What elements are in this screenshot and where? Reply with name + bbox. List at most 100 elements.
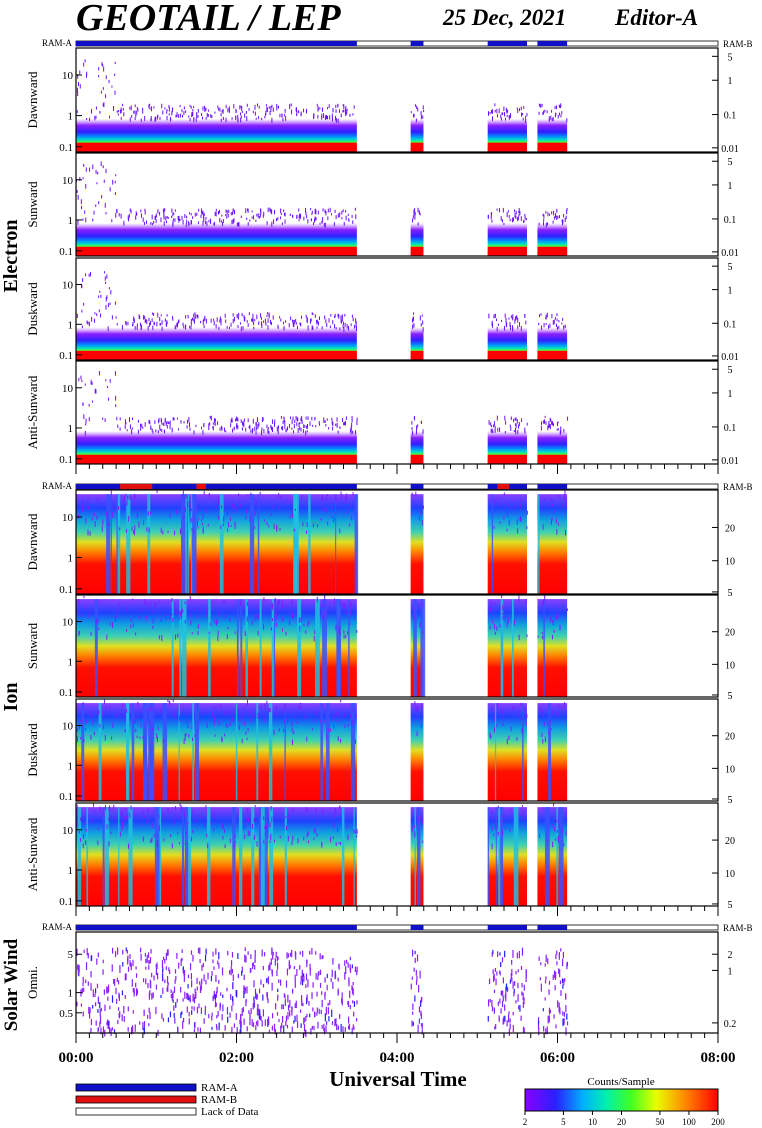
- spectrogram-speckle: [525, 970, 527, 978]
- panel-label: Omni.: [25, 966, 40, 999]
- spectrogram-speckle: [557, 115, 559, 119]
- spectrogram-speckle: [211, 1012, 213, 1017]
- spectrogram-band: [410, 703, 424, 801]
- panel-frame: [75, 257, 719, 361]
- spectrogram-speckle: [244, 721, 246, 726]
- spectrogram-speckle: [248, 1010, 250, 1014]
- spectrogram-speckle: [147, 807, 149, 812]
- spectrogram-speckle: [164, 505, 166, 509]
- spectrogram-speckle: [86, 117, 88, 121]
- spectrogram-speckle: [296, 969, 298, 976]
- spectrogram-column: [498, 807, 501, 906]
- spectrogram-speckle: [178, 962, 180, 969]
- spectrogram-speckle: [558, 495, 560, 498]
- mode-bar-segment: [410, 41, 424, 46]
- spectrogram-speckle: [495, 978, 497, 986]
- spectrogram-speckle: [197, 221, 199, 224]
- spectrogram-speckle: [140, 325, 142, 331]
- spectrogram-speckle: [412, 1021, 414, 1026]
- spectrogram-speckle: [341, 992, 343, 999]
- spectrogram-speckle: [343, 422, 345, 426]
- spectrogram-speckle: [87, 952, 89, 959]
- spectrogram-speckle: [501, 990, 503, 997]
- spectrogram-speckle: [522, 113, 524, 116]
- spectrogram-speckle: [252, 427, 254, 432]
- spectrogram-speckle: [266, 829, 268, 834]
- spectrogram-speckle: [238, 312, 240, 317]
- spectrogram-speckle: [165, 952, 167, 961]
- spectrogram-speckle: [143, 1021, 146, 1027]
- spectrogram-speckle: [271, 426, 273, 431]
- right-tick-label: 1: [728, 76, 733, 87]
- spectrogram-speckle: [550, 728, 552, 731]
- spectrogram-speckle: [111, 995, 114, 1003]
- spectrogram-speckle: [258, 105, 260, 109]
- spectrogram-speckle: [330, 313, 332, 317]
- spectrogram-speckle: [140, 722, 142, 728]
- spectrogram-speckle: [499, 952, 501, 956]
- spectrogram-speckle: [155, 219, 157, 224]
- spectrogram-speckle: [355, 321, 357, 326]
- spectrogram-speckle: [285, 815, 287, 819]
- spectrogram-speckle: [122, 703, 124, 707]
- spectrogram-speckle: [244, 631, 246, 636]
- spectrogram-speckle: [120, 213, 122, 219]
- spectrogram-speckle: [413, 323, 415, 328]
- spectrogram-speckle: [106, 274, 108, 279]
- spectrogram-speckle: [539, 977, 541, 981]
- spectrogram-speckle: [410, 983, 412, 990]
- spectrogram-speckle: [243, 418, 245, 422]
- spectrogram-speckle: [231, 212, 233, 216]
- spectrogram-speckle: [230, 212, 232, 216]
- spectrogram-speckle: [105, 168, 107, 174]
- spectrogram-speckle: [233, 316, 235, 322]
- spectrogram-speckle: [508, 519, 510, 526]
- spectrogram-speckle: [239, 504, 241, 508]
- spectrogram-speckle: [326, 497, 328, 501]
- spectrogram-speckle: [177, 320, 179, 324]
- spectrogram-speckle: [493, 975, 495, 982]
- spectrogram-speckle: [420, 111, 422, 116]
- spectrogram-speckle: [202, 116, 204, 120]
- spectrogram-speckle: [209, 422, 211, 426]
- spectrogram-speckle: [324, 991, 326, 997]
- spectrogram-speckle: [285, 1015, 288, 1022]
- spectrogram-speckle: [219, 217, 221, 223]
- spectrogram-speckle: [548, 731, 550, 735]
- spectrogram-speckle: [264, 318, 266, 324]
- spectrogram-speckle: [164, 958, 166, 964]
- spectrogram-speckle: [173, 821, 175, 825]
- spectrogram-speckle: [160, 314, 162, 317]
- spectrogram-speckle: [163, 422, 165, 426]
- spectrogram-speckle: [524, 430, 526, 434]
- spectrogram-speckle: [266, 825, 268, 831]
- panel-frame: [75, 489, 719, 595]
- spectrogram-speckle: [504, 500, 506, 504]
- spectrogram-speckle: [237, 417, 239, 422]
- spectrogram-speckle: [336, 827, 338, 833]
- spectrogram-speckle: [317, 524, 319, 528]
- spectrogram-speckle: [167, 1017, 170, 1023]
- spectrogram-speckle: [142, 109, 144, 114]
- spectrogram-speckle: [517, 982, 519, 989]
- spectrogram-speckle: [299, 625, 301, 632]
- spectrogram-speckle: [166, 110, 168, 114]
- spectrogram-speckle: [97, 1027, 99, 1032]
- spectrogram-speckle: [334, 1018, 336, 1027]
- spectrogram-speckle: [141, 607, 143, 612]
- spectrogram-speckle: [113, 978, 115, 984]
- spectrogram-speckle: [90, 1018, 93, 1026]
- spectrogram-speckle: [301, 972, 303, 980]
- spectrogram-speckle: [107, 385, 109, 389]
- spectrogram-speckle: [191, 632, 193, 635]
- spectrogram-speckle: [111, 947, 114, 954]
- spectrogram-speckle: [132, 987, 134, 993]
- spectrogram-speckle: [157, 114, 159, 118]
- spectrogram-speckle: [254, 964, 256, 970]
- spectrogram-speckle: [93, 210, 95, 215]
- spectrogram-speckle: [540, 962, 542, 966]
- spectrogram-speckle: [183, 516, 185, 520]
- spectrogram-speckle: [497, 1001, 499, 1006]
- spectrogram-speckle: [150, 222, 152, 225]
